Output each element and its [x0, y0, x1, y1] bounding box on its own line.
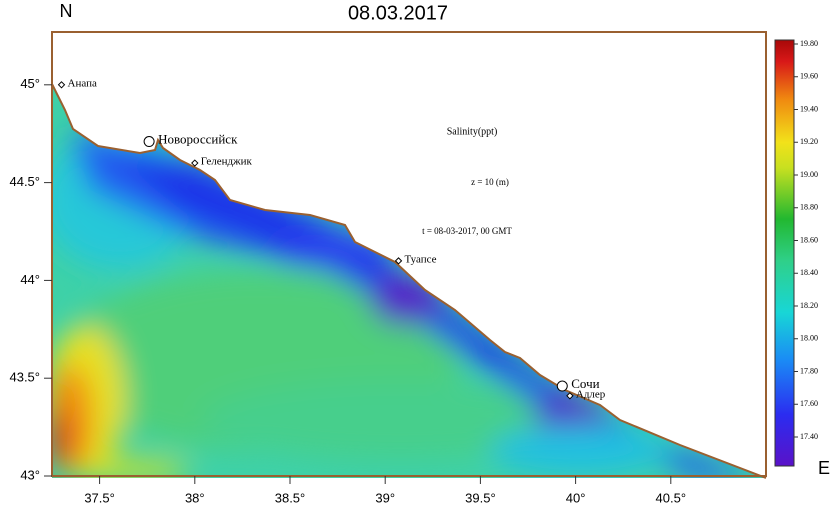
y-tick-label: 43°: [20, 467, 40, 482]
colorbar-label: 19.20: [800, 137, 818, 146]
colorbar-label: 19.80: [800, 39, 818, 48]
city-marker: [566, 392, 574, 400]
y-tick-label: 44.5°: [9, 174, 40, 189]
city-label: Новороссийск: [158, 132, 238, 147]
colorbar: [774, 39, 795, 467]
city-marker: [394, 257, 403, 265]
annotation: Salinity(ppt): [447, 126, 498, 137]
x-tick-label: 38.5°: [275, 490, 306, 505]
coastline: [51, 83, 767, 479]
city-label: Анапа: [68, 77, 97, 89]
city-marker: [57, 81, 66, 89]
colorbar-label: 18.60: [800, 235, 818, 244]
city-label: Сочи: [571, 376, 599, 391]
colorbar-label: 17.80: [800, 366, 818, 375]
y-tick-label: 45°: [20, 76, 40, 91]
colorbar-label: 18.20: [800, 301, 818, 310]
colorbar-label: 19.00: [800, 170, 818, 179]
city-marker: [191, 159, 199, 167]
salinity-field: [52, 84, 766, 478]
colorbar-label: 17.40: [800, 432, 818, 441]
colorbar-label: 18.00: [800, 334, 818, 343]
annotation: z = 10 (m): [471, 177, 509, 187]
city-label: Туапсе: [405, 253, 437, 265]
map-title: 08.03.2017: [348, 2, 448, 24]
x-tick-label: 39.5°: [465, 490, 496, 505]
colorbar-label: 18.40: [800, 268, 818, 277]
x-tick-label: 38°: [185, 490, 205, 505]
city-marker: [143, 136, 155, 148]
north-label: N: [60, 1, 73, 21]
colorbar-label: 18.80: [800, 203, 818, 212]
east-label: E: [818, 458, 830, 478]
x-tick-label: 40°: [566, 490, 586, 505]
colorbar-label: 19.40: [800, 104, 818, 113]
city-marker: [556, 380, 568, 392]
city-label: Геленджик: [201, 156, 253, 168]
colorbar-label: 17.60: [800, 399, 818, 408]
annotation: t = 08-03-2017, 00 GMT: [422, 226, 512, 236]
x-tick-label: 39°: [375, 490, 395, 505]
colorbar-label: 19.60: [800, 72, 818, 81]
map-frame: [51, 31, 767, 477]
x-tick-label: 40.5°: [656, 490, 687, 505]
city-label: Адлер: [576, 388, 606, 400]
x-tick-label: 37.5°: [84, 490, 115, 505]
y-tick-label: 44°: [20, 272, 40, 287]
y-tick-label: 43.5°: [9, 370, 40, 385]
